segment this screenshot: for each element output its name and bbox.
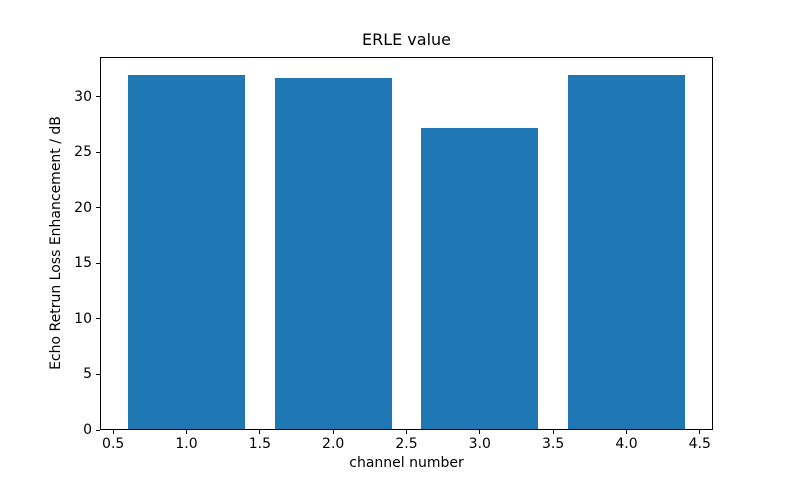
y-tick-mark (96, 96, 100, 98)
y-tick-mark (96, 207, 100, 209)
bar (567, 74, 686, 429)
y-tick-label: 10 (74, 310, 92, 327)
x-tick-mark (699, 430, 701, 434)
bars-layer (101, 58, 712, 429)
bar (127, 74, 246, 429)
y-tick-label: 0 (83, 422, 92, 438)
y-axis-label: Echo Retrun Loss Enhancement / dB (48, 116, 64, 370)
x-tick-mark (112, 430, 114, 434)
bar (421, 128, 539, 429)
y-tick-label: 25 (74, 144, 92, 161)
x-tick-mark (259, 430, 261, 434)
x-tick-label: 2.0 (322, 436, 345, 452)
x-tick-mark (186, 430, 188, 434)
bar (274, 78, 392, 429)
y-tick-mark (96, 429, 100, 431)
x-axis-label: channel number (349, 455, 464, 471)
x-tick-label: 3.5 (542, 436, 565, 452)
x-tick-label: 4.5 (688, 436, 711, 452)
y-tick-mark (96, 151, 100, 153)
x-tick-label: 0.5 (102, 436, 125, 452)
x-tick-mark (406, 430, 407, 434)
x-tick-mark (332, 430, 334, 434)
y-tick-label: 30 (74, 88, 92, 105)
y-tick-label: 20 (74, 199, 92, 216)
x-tick-label: 4.0 (615, 436, 638, 452)
y-tick-label: 15 (74, 255, 92, 272)
y-tick-label: 5 (83, 366, 92, 383)
x-tick-label: 3.0 (468, 436, 491, 452)
y-tick-mark (96, 373, 100, 375)
y-tick-mark (96, 262, 100, 264)
x-tick-mark (625, 430, 627, 434)
x-tick-label: 1.5 (248, 436, 271, 452)
x-tick-mark (552, 430, 554, 434)
chart-title: ERLE value (361, 30, 452, 49)
y-tick-mark (96, 318, 100, 320)
x-tick-mark (479, 430, 481, 434)
x-tick-label: 1.0 (175, 436, 198, 452)
plot-area (100, 57, 713, 430)
x-tick-label: 2.5 (395, 436, 418, 452)
